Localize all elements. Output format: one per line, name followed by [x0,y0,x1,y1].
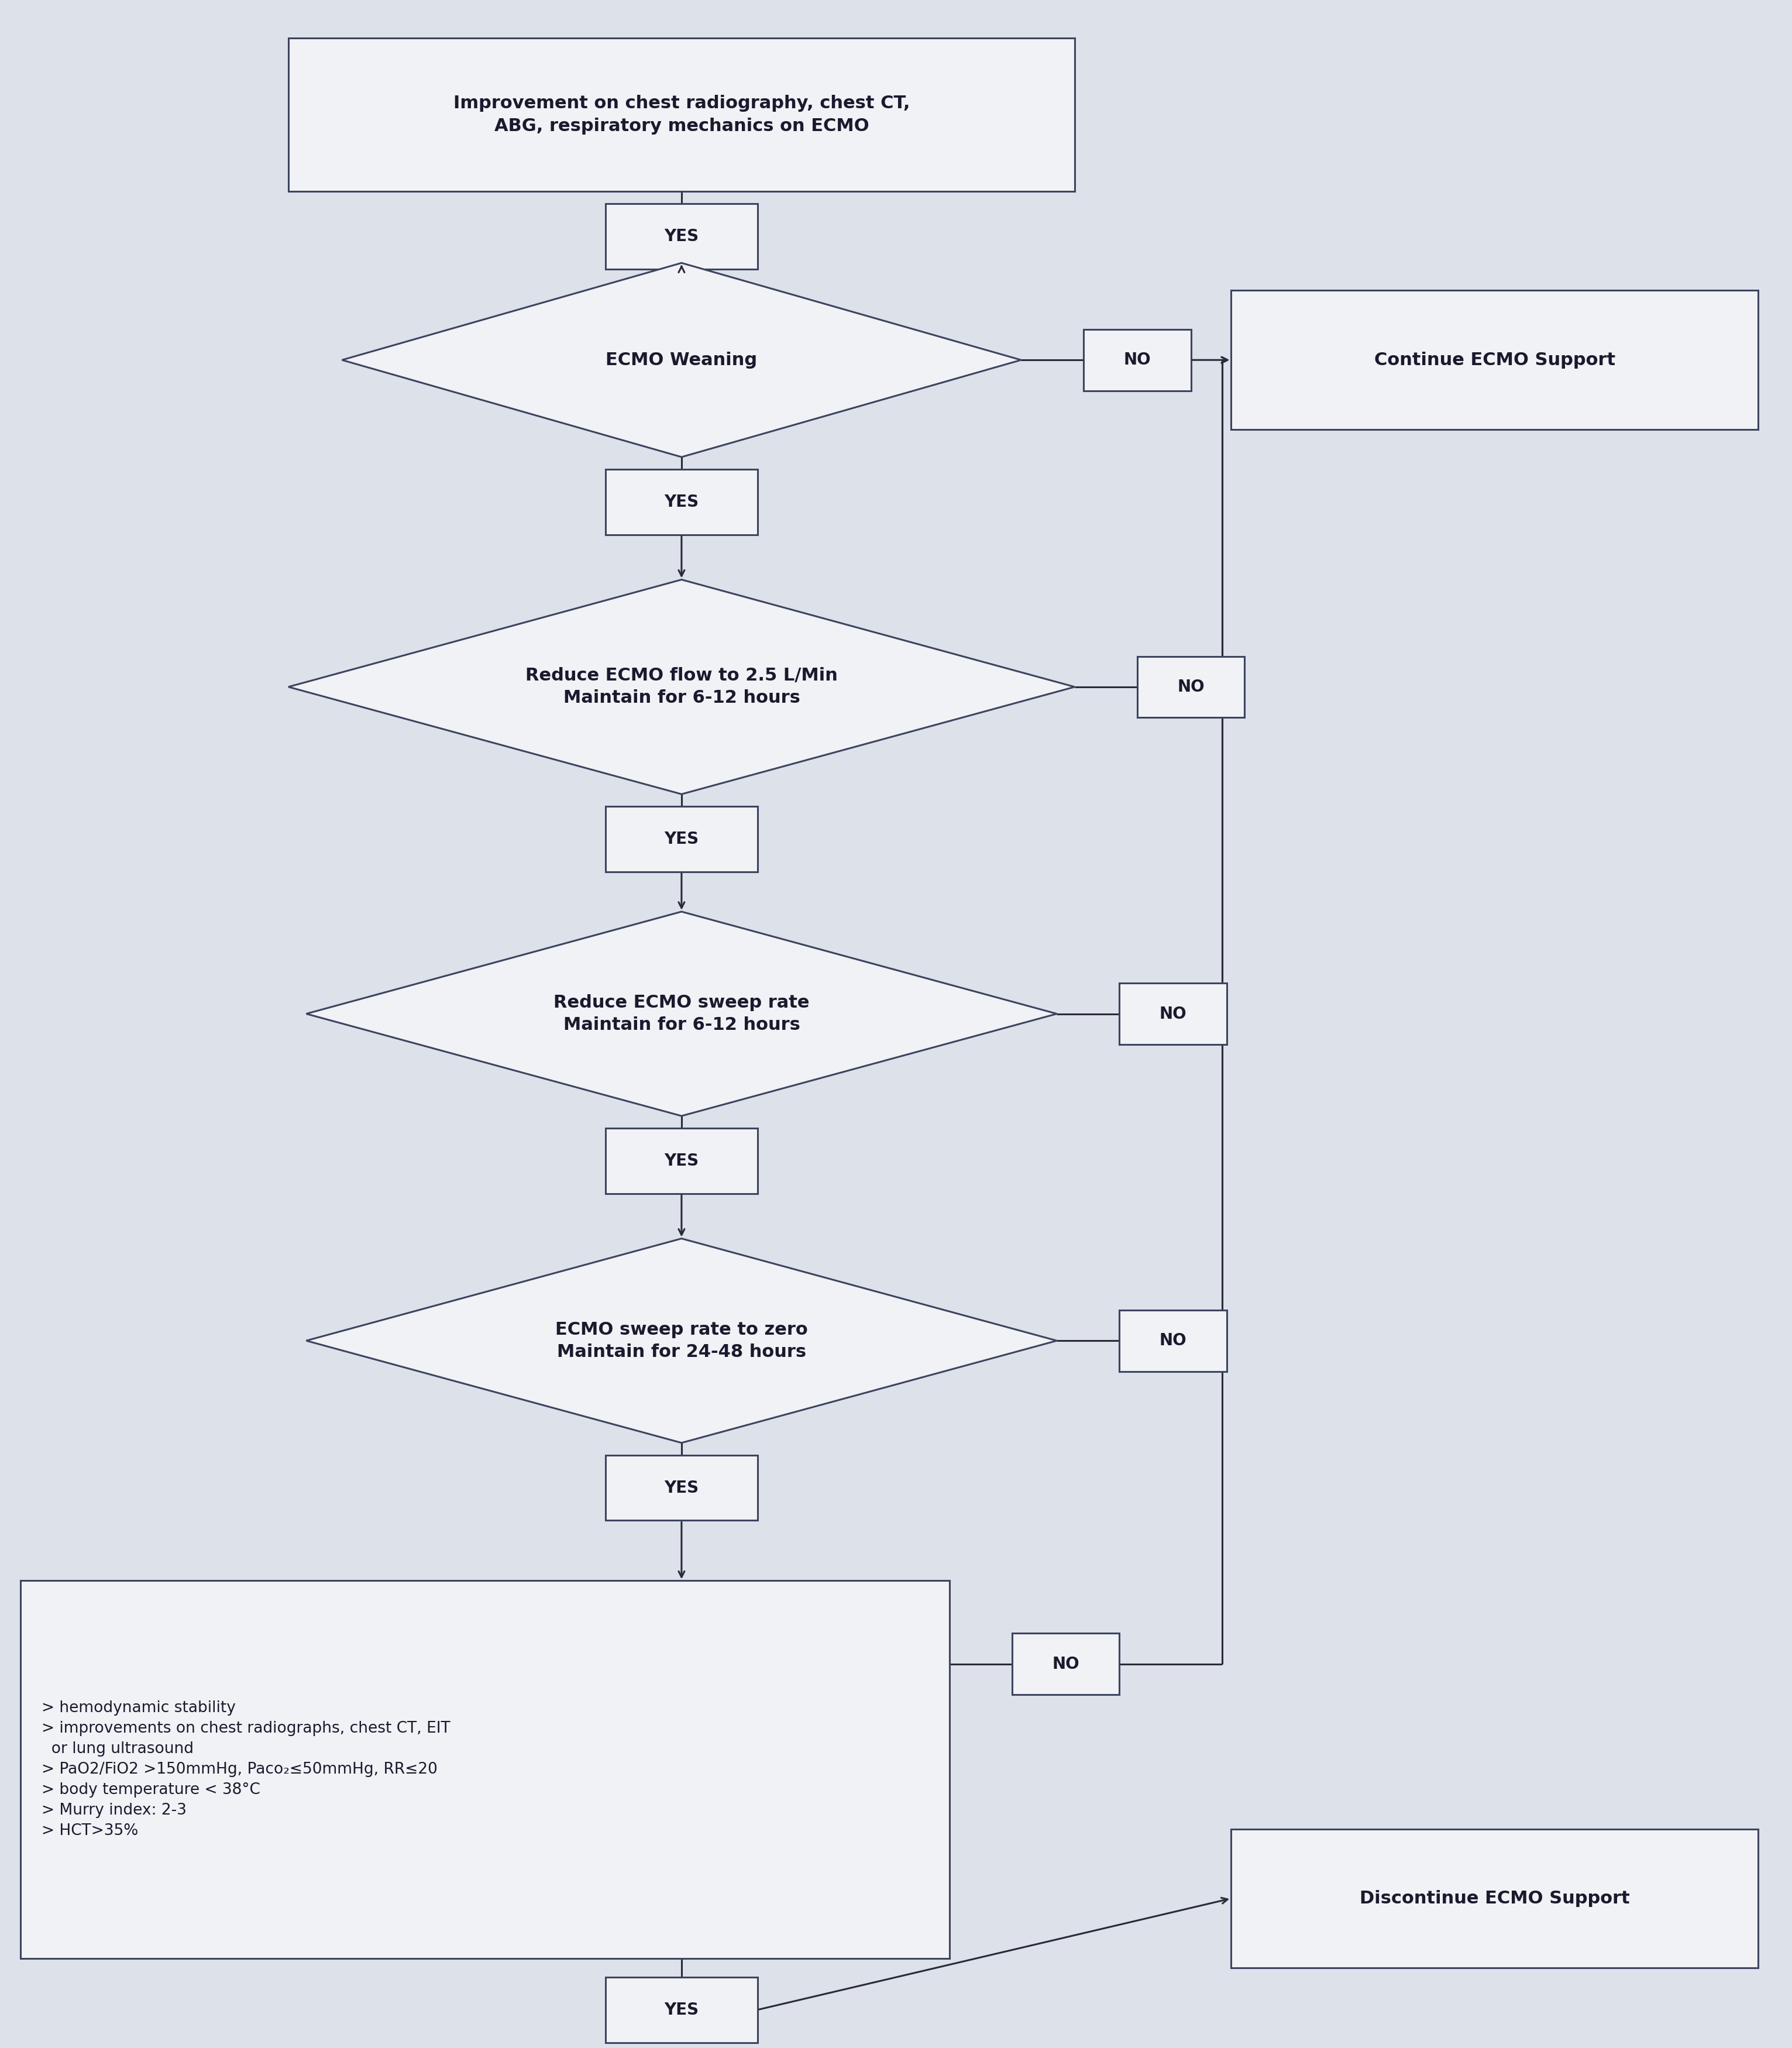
Polygon shape [306,1239,1057,1444]
FancyBboxPatch shape [1138,655,1244,717]
Text: NO: NO [1159,1333,1186,1350]
Text: YES: YES [665,1153,699,1169]
Text: Discontinue ECMO Support: Discontinue ECMO Support [1360,1890,1629,1907]
Polygon shape [289,580,1075,795]
Text: YES: YES [665,494,699,510]
FancyBboxPatch shape [1231,1829,1758,1968]
Text: YES: YES [665,2001,699,2017]
FancyBboxPatch shape [1120,983,1226,1044]
FancyBboxPatch shape [1231,291,1758,430]
Text: YES: YES [665,831,699,848]
Text: ECMO Weaning: ECMO Weaning [606,352,758,369]
FancyBboxPatch shape [606,469,758,535]
Polygon shape [306,911,1057,1116]
Text: > hemodynamic stability
> improvements on chest radiographs, chest CT, EIT
  or : > hemodynamic stability > improvements o… [41,1700,450,1839]
FancyBboxPatch shape [20,1581,950,1958]
FancyBboxPatch shape [289,39,1075,190]
Text: YES: YES [665,227,699,244]
FancyBboxPatch shape [606,807,758,872]
FancyBboxPatch shape [1084,330,1192,391]
Text: YES: YES [665,1479,699,1495]
FancyBboxPatch shape [606,1976,758,2042]
Text: Reduce ECMO flow to 2.5 L/Min
Maintain for 6-12 hours: Reduce ECMO flow to 2.5 L/Min Maintain f… [525,668,837,707]
Text: Improvement on chest radiography, chest CT,
ABG, respiratory mechanics on ECMO: Improvement on chest radiography, chest … [453,94,910,135]
Text: Continue ECMO Support: Continue ECMO Support [1374,352,1615,369]
Text: ECMO sweep rate to zero
Maintain for 24-48 hours: ECMO sweep rate to zero Maintain for 24-… [556,1321,808,1360]
FancyBboxPatch shape [606,1128,758,1194]
FancyBboxPatch shape [606,203,758,268]
Polygon shape [342,262,1021,457]
Text: NO: NO [1159,1006,1186,1022]
FancyBboxPatch shape [1012,1632,1120,1694]
FancyBboxPatch shape [1120,1311,1226,1372]
FancyBboxPatch shape [606,1454,758,1520]
Text: NO: NO [1052,1655,1079,1671]
Text: NO: NO [1177,678,1204,694]
Text: NO: NO [1124,352,1150,369]
Text: Reduce ECMO sweep rate
Maintain for 6-12 hours: Reduce ECMO sweep rate Maintain for 6-12… [554,993,810,1034]
